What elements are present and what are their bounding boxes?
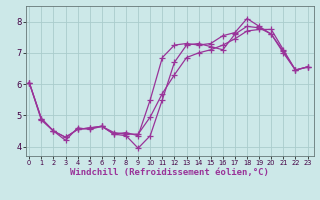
X-axis label: Windchill (Refroidissement éolien,°C): Windchill (Refroidissement éolien,°C) [70, 168, 269, 177]
